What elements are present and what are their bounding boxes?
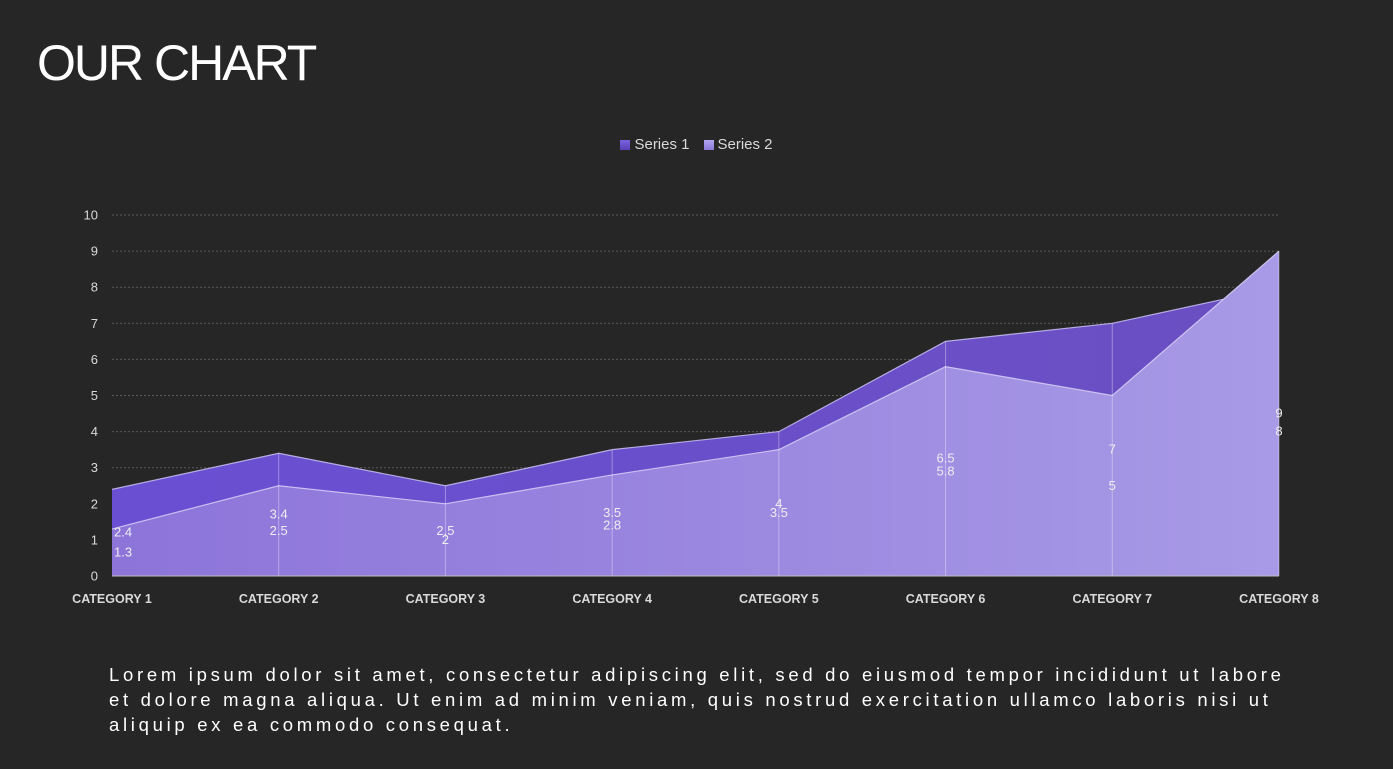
body-paragraph: Lorem ipsum dolor sit amet, consectetur … [109, 664, 1285, 735]
x-axis-categories: CATEGORY 1 CATEGORY 2 CATEGORY 3 CATEGORY 4… [72, 592, 1319, 606]
legend-swatch-series-2 [703, 139, 714, 150]
legend-swatch-series-1 [620, 139, 631, 150]
y-tick-label: 2 [91, 496, 98, 511]
area-outline-series-2 [111, 250, 1280, 530]
y-tick-label: 3 [91, 460, 98, 475]
y-axis-ticks: 0 1 2 3 4 5 6 7 8 9 10 [84, 208, 98, 584]
page-title: OUR CHART [37, 35, 317, 91]
data-label-series-1: 3.4 [270, 507, 288, 522]
data-label-series-2: 5 [1109, 478, 1116, 493]
x-category-label: CATEGORY 7 [1072, 592, 1152, 606]
legend-item-series-2: Series 2 [703, 136, 773, 153]
y-tick-label: 1 [91, 532, 98, 547]
y-tick-label: 9 [91, 244, 98, 259]
data-label-series-1: 2.5 [436, 523, 454, 538]
legend-label-series-1: Series 1 [634, 136, 690, 153]
y-tick-label: 5 [91, 388, 98, 403]
x-category-label: CATEGORY 6 [906, 592, 986, 606]
data-label-series-1: 3.5 [603, 505, 621, 520]
data-label-series-2: 1.3 [114, 545, 132, 560]
y-tick-label: 0 [91, 569, 98, 584]
data-label-series-2: 3.5 [770, 505, 788, 520]
data-label-series-1: 7 [1109, 442, 1116, 457]
area-outline-series-1 [111, 286, 1280, 490]
x-category-label: CATEGORY 2 [239, 592, 319, 606]
y-tick-label: 8 [91, 280, 98, 295]
y-tick-label: 7 [91, 316, 98, 331]
y-tick-label: 10 [84, 208, 98, 223]
data-label-series-2: 2.5 [270, 523, 288, 538]
legend-item-series-1: Series 1 [620, 136, 690, 153]
data-label-series-2: 2 [442, 532, 449, 547]
data-label-series-2: 5.8 [937, 463, 955, 478]
x-category-label: CATEGORY 8 [1239, 592, 1319, 606]
x-category-label: CATEGORY 5 [739, 592, 819, 606]
data-label-series-2: 9 [1275, 406, 1282, 421]
y-tick-label: 4 [91, 424, 98, 439]
x-category-label: CATEGORY 4 [572, 592, 652, 606]
data-label-series-1: 6.5 [937, 451, 955, 466]
data-label-series-1: 8 [1275, 424, 1282, 439]
legend-label-series-2: Series 2 [717, 136, 773, 153]
y-tick-label: 6 [91, 352, 98, 367]
chart-legend: Series 1 Series 2 [0, 136, 1393, 153]
plot-areas [111, 250, 1280, 576]
data-label-series-1: 2.4 [114, 525, 132, 540]
data-label-series-1: 4 [775, 496, 782, 511]
x-category-label: CATEGORY 3 [406, 592, 486, 606]
drop-lines [112, 251, 1280, 577]
data-label-series-2: 2.8 [603, 517, 621, 532]
x-category-label: CATEGORY 1 [72, 592, 152, 606]
area-series-2 [112, 251, 1279, 576]
